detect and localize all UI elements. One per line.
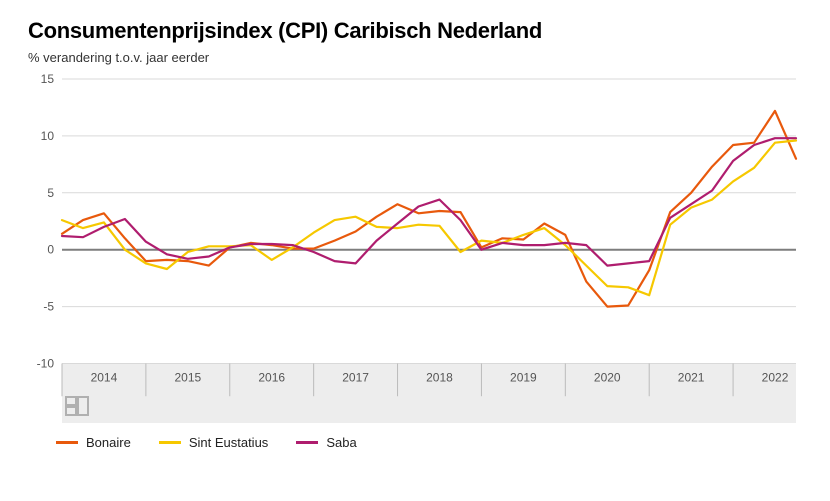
x-tick-label: 2019	[510, 371, 537, 385]
legend-swatch-bonaire	[56, 441, 78, 444]
y-tick-label: 5	[47, 186, 54, 200]
x-tick-label: 2020	[594, 371, 621, 385]
chart-subtitle: % verandering t.o.v. jaar eerder	[28, 50, 802, 65]
y-tick-label: 0	[47, 243, 54, 257]
x-tick-label: 2017	[342, 371, 369, 385]
legend-label: Bonaire	[86, 435, 131, 450]
legend-swatch-saba	[296, 441, 318, 444]
x-tick-label: 2015	[174, 371, 201, 385]
x-tick-label: 2018	[426, 371, 453, 385]
line-chart-svg: -10 -5 0 5 10 15 2014 2015 2016 2017 2018 2019 2020 2…	[28, 73, 802, 423]
legend-label: Sint Eustatius	[189, 435, 269, 450]
x-tick-label: 2016	[258, 371, 285, 385]
x-tick-label: 2014	[91, 371, 118, 385]
chart-container: Consumentenprijsindex (CPI) Caribisch Ne…	[0, 0, 830, 501]
legend-item-sint-eustatius: Sint Eustatius	[159, 435, 269, 450]
x-tick-label: 2022	[762, 371, 789, 385]
legend-swatch-sint-eustatius	[159, 441, 181, 444]
plot-area: -10 -5 0 5 10 15 2014 2015 2016 2017 2018 2019 2020 2…	[28, 73, 802, 423]
legend-item-saba: Saba	[296, 435, 356, 450]
x-tick-label: 2021	[678, 371, 705, 385]
y-tick-label: 10	[41, 129, 55, 143]
y-tick-label: -5	[43, 300, 54, 314]
legend-label: Saba	[326, 435, 356, 450]
y-tick-label: -10	[37, 357, 55, 371]
y-tick-label: 15	[41, 73, 55, 86]
legend: Bonaire Sint Eustatius Saba	[28, 435, 802, 450]
legend-item-bonaire: Bonaire	[56, 435, 131, 450]
chart-title: Consumentenprijsindex (CPI) Caribisch Ne…	[28, 18, 802, 44]
